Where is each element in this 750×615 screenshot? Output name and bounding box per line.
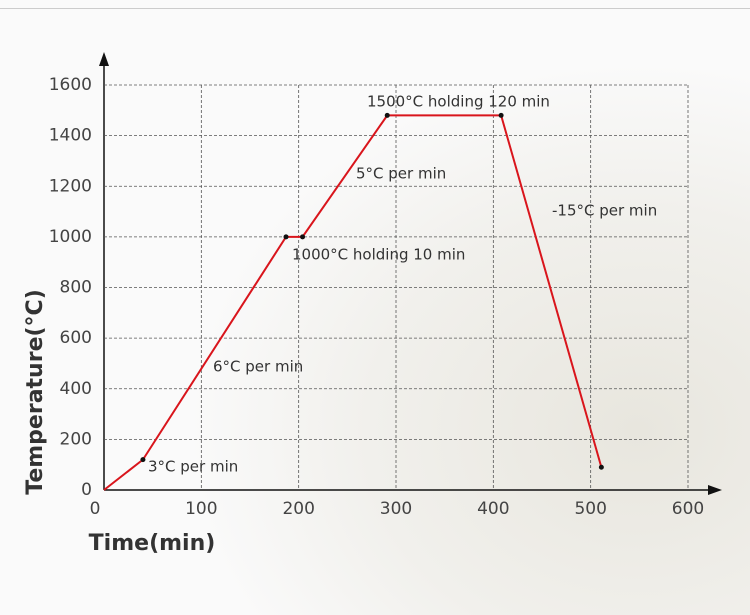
y-tick-label: 1000: [49, 227, 92, 247]
y-tick-label: 1200: [49, 176, 92, 196]
annotation: 5°C per min: [356, 165, 446, 183]
point: [498, 112, 504, 118]
y-tick-label: 800: [60, 278, 92, 298]
y-tick-label: 400: [60, 379, 92, 399]
y-tick-label: 1400: [49, 126, 92, 146]
point: [384, 112, 390, 118]
y-axis-label: Temperature(°C): [23, 289, 48, 495]
y-axis-arrow: [99, 52, 109, 66]
y-tick-label: 1600: [49, 75, 92, 95]
point: [598, 464, 604, 470]
x-axis-label: Time(min): [89, 531, 216, 556]
annotation: -15°C per min: [552, 202, 657, 220]
point: [140, 457, 146, 463]
x-tick-label: 100: [185, 499, 217, 519]
annotation: 1500°C holding 120 min: [367, 93, 550, 111]
x-tick-label: 200: [282, 499, 314, 519]
x-tick-label: 500: [574, 499, 606, 519]
x-tick-label: 600: [672, 499, 704, 519]
y-tick-label: 600: [60, 328, 92, 348]
x-tick-label: 300: [380, 499, 412, 519]
point: [283, 234, 289, 240]
x-tick-label: 400: [477, 499, 509, 519]
y-tick-label: 0: [81, 480, 92, 500]
annotation: 6°C per min: [213, 358, 303, 376]
annotation: 3°C per min: [148, 458, 238, 476]
x-tick-label: 0: [90, 499, 101, 519]
x-axis-arrow: [708, 485, 722, 495]
annotation: 1000°C holding 10 min: [292, 246, 465, 264]
y-tick-label: 200: [60, 429, 92, 449]
point: [300, 234, 306, 240]
